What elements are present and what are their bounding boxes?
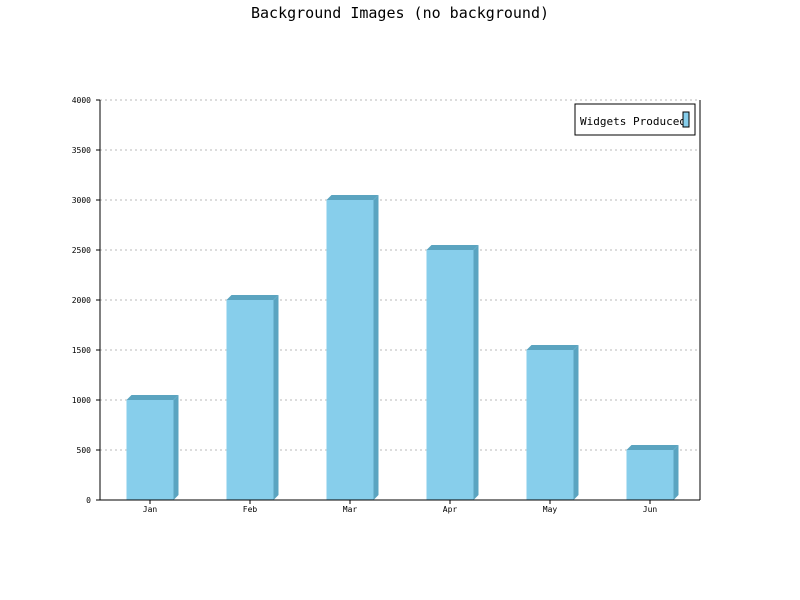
x-tick-label: Jan <box>143 505 158 514</box>
bar-front <box>526 350 574 500</box>
y-tick-label: 0 <box>86 496 91 505</box>
bars <box>126 195 679 500</box>
x-tick-label: Mar <box>343 505 358 514</box>
bar-top <box>626 445 679 450</box>
legend-label: Widgets Produced <box>580 115 686 128</box>
bar-side <box>273 295 279 500</box>
legend: Widgets Produced <box>574 103 696 136</box>
y-tick-label: 2000 <box>72 296 91 305</box>
bar-top <box>126 395 179 400</box>
bar-jun <box>626 445 679 500</box>
bar-top <box>226 295 279 300</box>
y-tick-label: 1500 <box>72 346 91 355</box>
bar-feb <box>226 295 279 500</box>
y-tick-label: 500 <box>77 446 92 455</box>
x-tick-label: Feb <box>243 505 258 514</box>
bar-apr <box>426 245 479 500</box>
y-tick-label: 3500 <box>72 146 91 155</box>
bar-front <box>226 300 274 500</box>
bar-front <box>326 200 374 500</box>
bar-top <box>426 245 479 250</box>
x-tick-label: May <box>543 505 558 514</box>
x-tick-label: Apr <box>443 505 458 514</box>
bar-side <box>473 245 479 500</box>
chart-title: Background Images (no background) <box>250 4 549 22</box>
bar-side <box>173 395 179 500</box>
y-tick-label: 3000 <box>72 196 91 205</box>
bar-front <box>626 450 674 500</box>
y-tick-label: 4000 <box>72 96 91 105</box>
legend-swatch <box>682 111 690 128</box>
bar-top <box>526 345 579 350</box>
grid-lines <box>100 99 700 451</box>
x-tick-labels: Jan Feb Mar Apr May Jun <box>143 500 658 514</box>
y-tick-labels: 0 500 1000 1500 2000 2500 3000 3500 4000 <box>72 96 100 505</box>
y-tick-label: 2500 <box>72 246 91 255</box>
bar-top <box>326 195 379 200</box>
bar-side <box>673 445 679 500</box>
bar-front <box>426 250 474 500</box>
bar-jan <box>126 395 179 500</box>
x-tick-label: Jun <box>643 505 658 514</box>
bar-front <box>126 400 174 500</box>
bar-side <box>573 345 579 500</box>
y-tick-label: 1000 <box>72 396 91 405</box>
bar-side <box>373 195 379 500</box>
bar-mar <box>326 195 379 500</box>
bar-may <box>526 345 579 500</box>
legend-box <box>574 103 696 136</box>
